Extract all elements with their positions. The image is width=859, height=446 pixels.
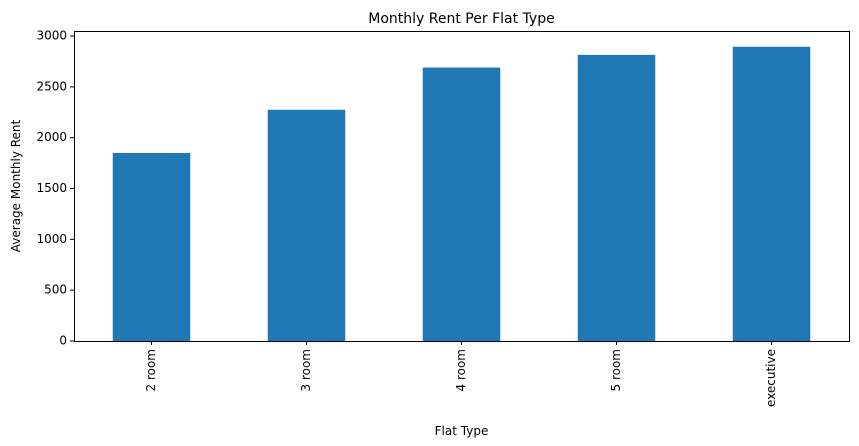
y-tick-label: 1000 (36, 232, 67, 246)
bar-5-room (577, 54, 656, 341)
x-tick-label: 5 room (609, 349, 623, 392)
bar-2-room (112, 152, 191, 341)
x-tick-label: executive (764, 349, 778, 407)
x-tick-label: 4 room (454, 349, 468, 392)
chart-title: Monthly Rent Per Flat Type (368, 11, 554, 27)
y-tick-label: 1500 (36, 181, 67, 195)
y-tick-label: 2500 (36, 79, 67, 93)
y-tick-label: 0 (59, 334, 67, 348)
plot-frame (74, 31, 850, 342)
x-tick-label: 2 room (144, 349, 158, 392)
x-axis-label: Flat Type (435, 424, 489, 438)
y-tick-label: 500 (44, 283, 67, 297)
x-tick-label: 3 room (299, 349, 313, 392)
bar-4-room (422, 67, 501, 342)
y-tick-label: 2000 (36, 130, 67, 144)
x-axis-ticks: 2 room 3 room 4 room 5 room executive (144, 341, 778, 407)
bar-executive (732, 46, 811, 342)
y-axis-label: Average Monthly Rent (9, 119, 23, 252)
y-axis-ticks: 0 500 1000 1500 2000 2500 3000 (36, 29, 74, 348)
bar-3-room (267, 109, 346, 341)
y-tick-label: 3000 (36, 29, 67, 43)
bars-group (112, 46, 811, 342)
